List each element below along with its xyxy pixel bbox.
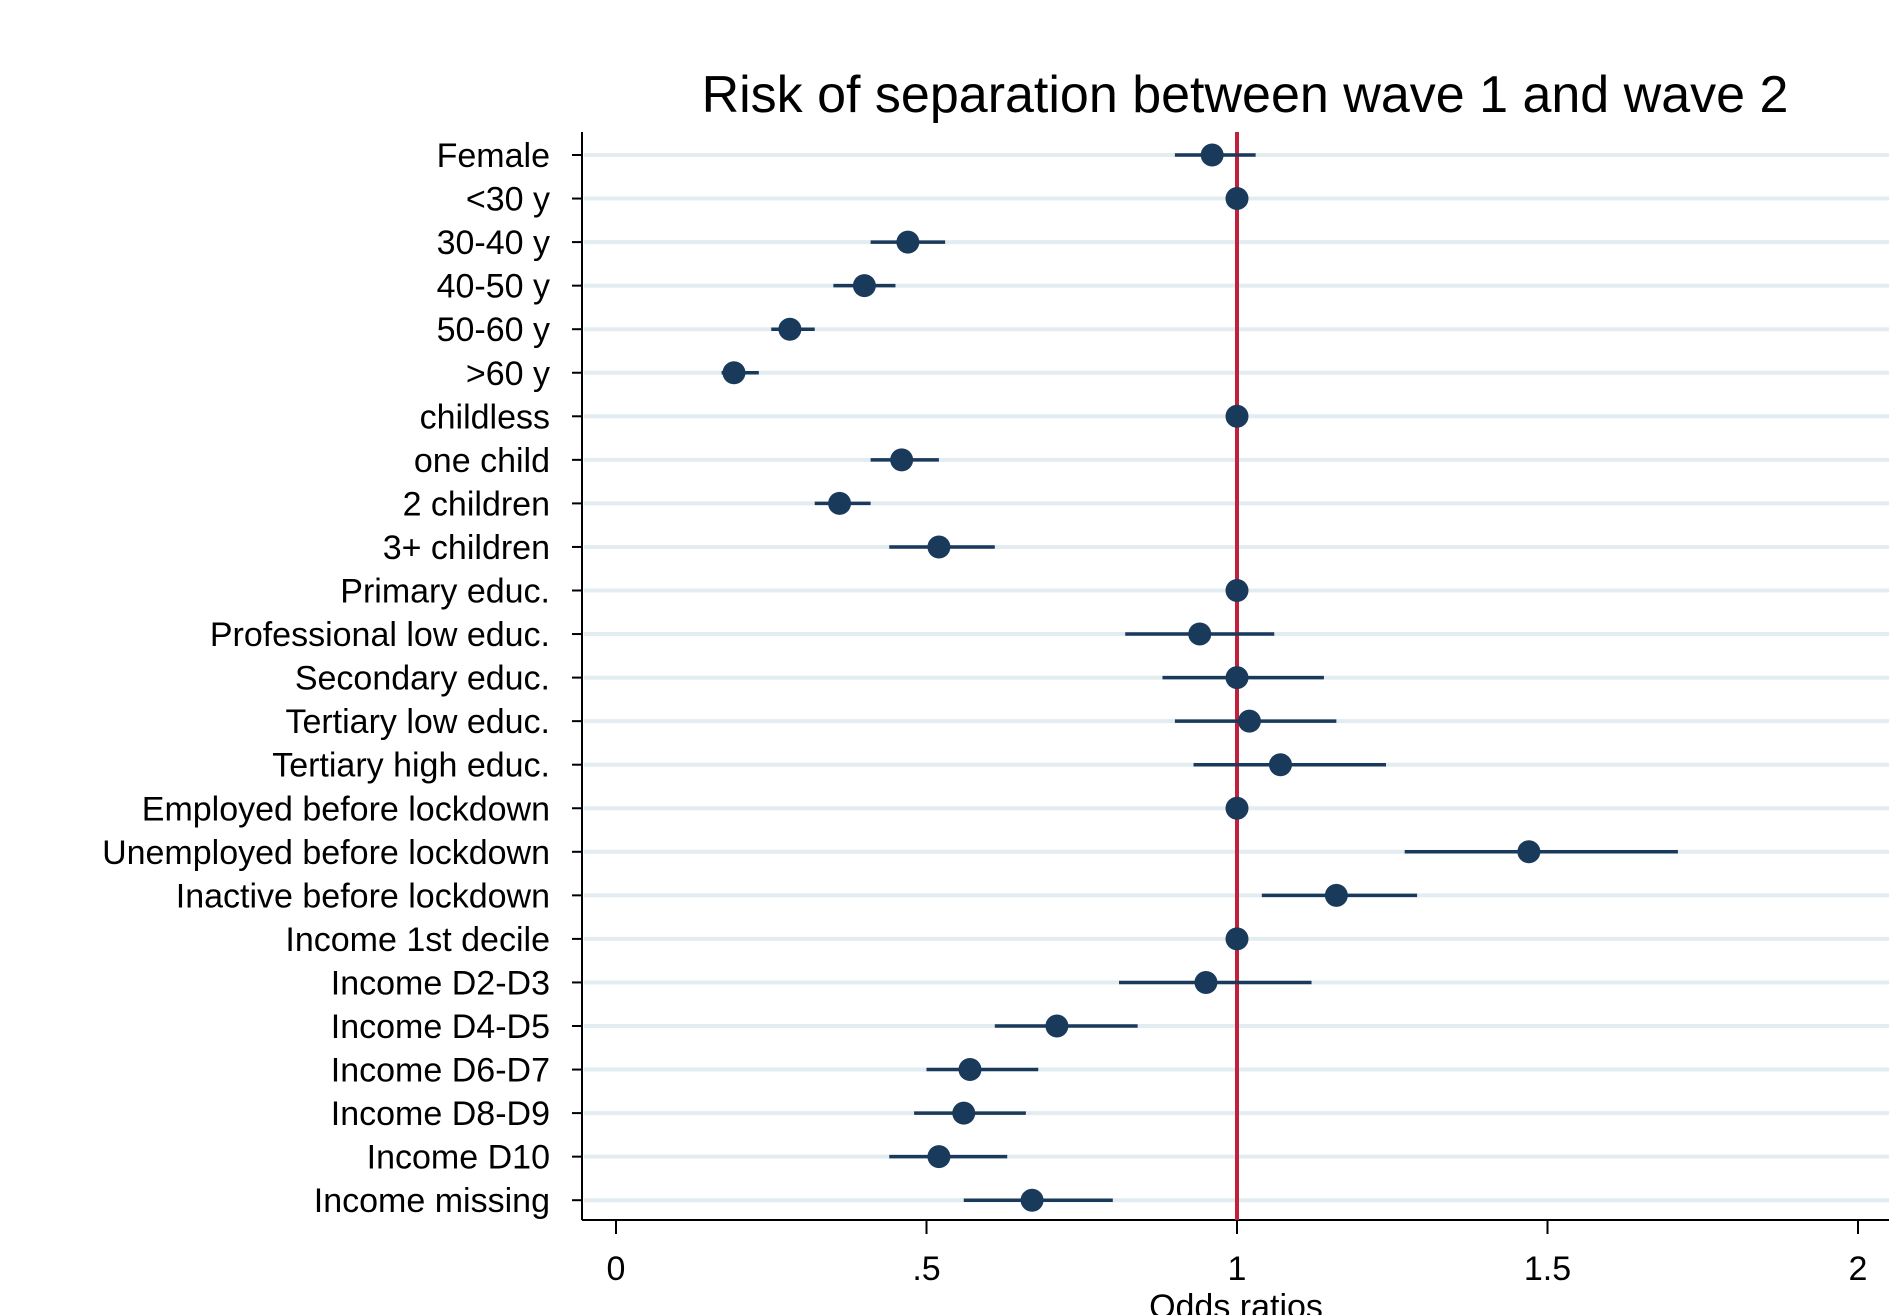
estimate-point [1020, 1188, 1044, 1212]
estimate-point [722, 361, 746, 385]
category-label: Unemployed before lockdown [102, 834, 550, 872]
estimate-point [927, 1145, 951, 1169]
category-label: Income D6-D7 [331, 1052, 550, 1090]
estimate-point [1324, 883, 1348, 907]
category-label: <30 y [466, 181, 550, 219]
estimate-point [896, 230, 920, 254]
estimate-point [1188, 622, 1212, 646]
category-label: Primary educ. [340, 573, 550, 611]
category-label: 30-40 y [437, 224, 550, 262]
estimate-point [1237, 709, 1261, 733]
category-label: 40-50 y [437, 268, 550, 306]
estimate-point [927, 535, 951, 559]
estimate-point [852, 274, 876, 298]
category-label: 50-60 y [437, 311, 550, 349]
estimate-point [778, 317, 802, 341]
category-label: childless [420, 398, 550, 436]
category-label: Income D2-D3 [331, 964, 550, 1002]
category-label: Female [437, 137, 550, 175]
category-label: Inactive before lockdown [176, 877, 550, 915]
estimate-point [1268, 753, 1292, 777]
estimate-point [1225, 927, 1249, 951]
estimate-point [1225, 404, 1249, 428]
x-axis-title: Odds ratios [1149, 1288, 1323, 1315]
estimate-point [1517, 840, 1541, 864]
category-label: Tertiary high educ. [272, 747, 550, 785]
estimate-point [1225, 796, 1249, 820]
category-labels: Female <30 y 30-40 y 40-50 y 50-60 y >60 y chi… [102, 137, 582, 1220]
x-tick-label: 0 [607, 1250, 626, 1288]
x-tick-label: 1.5 [1524, 1250, 1571, 1288]
category-label: Income D8-D9 [331, 1095, 550, 1133]
chart-title: Risk of separation between wave 1 and wa… [702, 66, 1789, 124]
category-label: 3+ children [383, 529, 550, 567]
category-label: Income D10 [367, 1139, 550, 1177]
category-label: 2 children [403, 485, 550, 523]
estimate-point [1225, 579, 1249, 602]
estimate-point [1045, 1014, 1069, 1038]
category-label: Income D4-D5 [331, 1008, 550, 1046]
category-label: Secondary educ. [295, 660, 550, 698]
x-ticks: 0 .5 1 1.5 2 [607, 1220, 1868, 1288]
category-label: >60 y [466, 355, 550, 393]
x-tick-label: .5 [912, 1250, 940, 1288]
estimate-point [1225, 187, 1249, 211]
estimate-point [958, 1058, 982, 1082]
estimate-point [952, 1101, 976, 1125]
x-tick-label: 2 [1849, 1250, 1868, 1288]
estimate-point [1225, 666, 1249, 690]
category-label: Income 1st decile [285, 921, 550, 959]
estimate-point [1200, 143, 1224, 167]
category-label: one child [414, 442, 550, 480]
category-label: Income missing [314, 1182, 550, 1220]
category-label: Employed before lockdown [142, 790, 550, 828]
category-label: Tertiary low educ. [285, 703, 550, 741]
estimate-point [1194, 970, 1218, 994]
estimate-points [722, 143, 1541, 1212]
x-tick-label: 1 [1228, 1250, 1247, 1288]
estimate-point [890, 448, 914, 472]
category-label: Professional low educ. [210, 616, 550, 654]
estimate-point [828, 491, 852, 515]
